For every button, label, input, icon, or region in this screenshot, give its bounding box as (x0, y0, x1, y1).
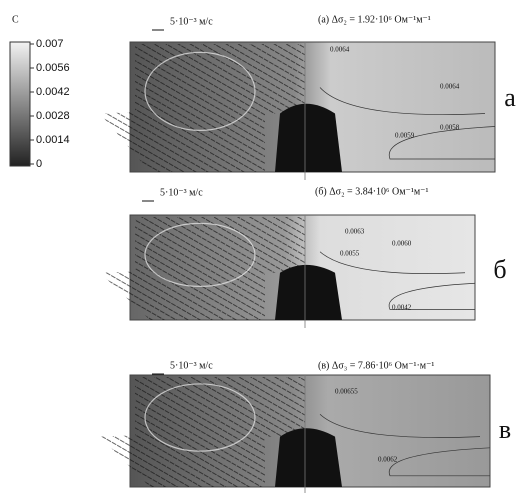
contour-label: 0.0063 (345, 228, 365, 236)
contour-label: 0.0059 (395, 132, 415, 140)
scale-label: 5·10⁻³ м/с (170, 360, 213, 371)
contour-label: 0.0062 (378, 456, 398, 464)
colorbar (10, 42, 30, 166)
colorbar-tick-label: 0.0056 (36, 62, 70, 74)
obstacle (275, 104, 342, 172)
colorbar-tick-label: 0.0028 (36, 110, 70, 122)
contour-label: 0.0064 (330, 46, 350, 54)
obstacle (275, 265, 342, 320)
colorbar-tick-label: 0.0042 (36, 86, 70, 98)
contour-label: 0.0064 (440, 83, 460, 91)
contour-label: 0.00655 (335, 388, 358, 396)
figure: C 0.007 0.0056 0.0042 0.0028 0.0014 0 5·10⁻³ … (0, 0, 525, 493)
contour-label: 0.0042 (392, 304, 412, 312)
scale-label: 5·10⁻³ м/с (170, 16, 213, 27)
contour-label: 0.0055 (340, 250, 360, 258)
panel-title: (б) Δσ₂ = 3.84·10⁶ Ом⁻¹м⁻¹ (315, 186, 428, 197)
panel: 5·10⁻³ м/с (а) Δσ₂ = 1.92·10⁶ Ом⁻¹м⁻¹ 0.00… (100, 14, 516, 180)
panel: 5·10⁻³ м/с (б) Δσ₂ = 3.84·10⁶ Ом⁻¹м⁻¹ 0.00… (100, 186, 507, 328)
colorbar-tick-label: 0.007 (36, 38, 64, 50)
contour-label: 0.0060 (392, 240, 412, 248)
panel-title: (а) Δσ₂ = 1.92·10⁶ Ом⁻¹м⁻¹ (318, 14, 431, 25)
obstacle (275, 428, 342, 487)
contour-label: 0.0058 (440, 124, 460, 132)
panel: 5·10⁻³ м/с (в) Δσ₃ = 7.86·10⁶ Ом⁻¹·м⁻¹ 0.0… (100, 360, 511, 493)
panel-letter: а (504, 83, 516, 112)
scale-label: 5·10⁻³ м/с (160, 187, 203, 198)
colorbar-tick-label: 0.0014 (36, 134, 70, 146)
panel-letter: б (493, 255, 506, 284)
colorbar-tick-label: 0 (36, 158, 42, 170)
panel-letter: в (499, 415, 511, 444)
colorbar-label: C (12, 14, 19, 25)
panel-title: (в) Δσ₃ = 7.86·10⁶ Ом⁻¹·м⁻¹ (318, 360, 434, 371)
